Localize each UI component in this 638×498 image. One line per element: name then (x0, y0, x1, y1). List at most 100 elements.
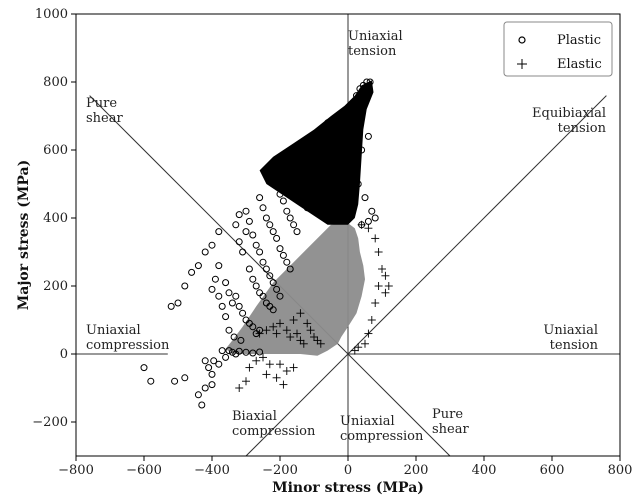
elastic-point (242, 377, 250, 386)
plastic-point (310, 177, 318, 185)
plastic-point (286, 214, 294, 222)
annotation: Biaxial compression (232, 409, 316, 439)
plastic-point-cloud (259, 80, 374, 225)
plastic-point (276, 245, 284, 253)
plastic-point (341, 153, 349, 161)
plastic-point (235, 211, 243, 219)
elastic-point (364, 329, 373, 338)
plastic-point (140, 364, 148, 372)
x-tick-label: 600 (540, 463, 565, 478)
plastic-point (167, 302, 175, 310)
plastic-point (273, 285, 281, 293)
plastic-point (205, 364, 213, 372)
annotation-line: Pure (86, 96, 117, 111)
x-tick-label: −400 (194, 463, 230, 478)
plastic-point (344, 160, 352, 168)
plastic-point (364, 132, 372, 140)
elastic-point (235, 384, 244, 392)
plastic-point (174, 299, 182, 307)
plastic-point (266, 221, 274, 229)
plastic-point (147, 377, 155, 385)
plastic-point (283, 160, 291, 168)
elastic-point-cloud (225, 223, 365, 356)
plastic-point (269, 173, 277, 181)
plastic-point (351, 160, 359, 168)
legend-plastic-marker (518, 36, 526, 44)
plastic-point (307, 136, 315, 144)
plastic-point (225, 347, 233, 355)
plastic-point (242, 348, 250, 356)
annotation-line: shear (86, 111, 123, 126)
plastic-point (181, 374, 189, 382)
plastic-point (334, 139, 342, 147)
elastic-point (381, 271, 390, 280)
elastic-point (316, 339, 325, 348)
annotation-line: Biaxial (232, 409, 277, 424)
plastic-point (249, 275, 257, 283)
annotation-line: shear (432, 422, 469, 437)
plastic-point (188, 268, 196, 276)
annotation: Uniaxial tension (348, 29, 403, 59)
plastic-point (235, 347, 243, 355)
plastic-point (286, 166, 294, 174)
annotation-line: Equibiaxial (532, 106, 606, 121)
elastic-point (364, 224, 373, 233)
plastic-point (337, 146, 345, 154)
plastic-point (242, 228, 250, 236)
plastic-point (210, 357, 218, 365)
x-axis-label: Minor stress (MPa) (272, 480, 424, 496)
annotation-line: compression (232, 424, 316, 439)
plastic-point (256, 326, 264, 334)
annotation-line: Uniaxial (348, 29, 403, 44)
plastic-point (262, 265, 270, 273)
elastic-point (371, 234, 380, 243)
plastic-point (259, 204, 267, 212)
plastic-point (218, 347, 226, 355)
legend-box (503, 21, 613, 77)
elastic-point (296, 309, 305, 318)
legend-elastic-label: Elastic (557, 57, 602, 72)
plastic-point (283, 207, 291, 215)
y-axis-label: Major stress (MPa) (16, 160, 32, 310)
elastic-point (361, 339, 369, 348)
plastic-point (327, 177, 335, 185)
plastic-point (324, 170, 332, 178)
plastic-point (252, 241, 260, 249)
plastic-point (368, 207, 376, 215)
annotation: Uniaxial tension (543, 323, 598, 353)
y-tick-label: 1000 (35, 7, 68, 22)
plastic-point (208, 370, 216, 378)
plastic-point (273, 234, 281, 242)
plastic-point (293, 228, 301, 236)
legend-plastic-label: Plastic (557, 33, 601, 48)
elastic-point (371, 299, 380, 307)
elastic-point (245, 363, 254, 372)
plastic-point (245, 265, 253, 273)
plastic-point (279, 251, 287, 259)
plastic-point (239, 309, 247, 317)
plastic-point (276, 292, 284, 300)
plastic-point (171, 377, 179, 385)
plastic-point (279, 197, 287, 205)
x-tick-label: −800 (58, 463, 94, 478)
plastic-point (358, 221, 366, 229)
plastic-point (361, 92, 369, 100)
plastic-point (358, 146, 366, 154)
plastic-point (290, 221, 298, 229)
elastic-point (276, 319, 284, 328)
plastic-point (300, 197, 308, 205)
plastic-point (276, 190, 284, 198)
annotation: Pure shear (432, 407, 469, 437)
plastic-point (259, 292, 267, 300)
plastic-point (239, 248, 247, 256)
elastic-point (259, 353, 267, 362)
annotation-line: tension (348, 44, 397, 59)
plastic-point (353, 92, 360, 100)
elastic-point (303, 319, 312, 328)
plastic-point (303, 163, 311, 171)
plastic-point (218, 302, 226, 310)
annotation: Equibiaxial tension (532, 106, 607, 136)
plastic-point (296, 149, 304, 157)
